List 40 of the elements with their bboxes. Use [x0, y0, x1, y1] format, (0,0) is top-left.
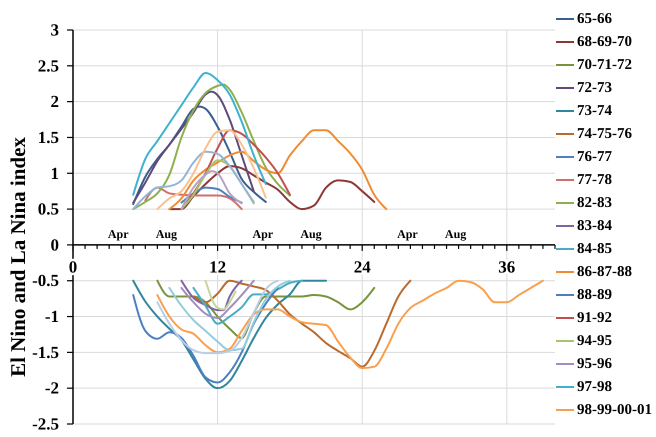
- legend-label: 98-99-00-01: [577, 402, 652, 418]
- y-tick-label: 2.5: [38, 56, 59, 76]
- legend-label: 86-87-88: [577, 264, 632, 280]
- annotation: Apr: [252, 226, 274, 241]
- annotation: Aug: [300, 226, 322, 241]
- legend-label: 82-83: [577, 195, 612, 211]
- x-tick-label: 36: [498, 257, 516, 276]
- y-tick-label: 3: [50, 20, 59, 40]
- y-tick-label: 0.5: [38, 200, 59, 219]
- annotation: Apr: [108, 226, 130, 241]
- y-tick-label: 1: [50, 164, 59, 183]
- y-tick-label: -0.5: [32, 271, 59, 290]
- legend-label: 70-71-72: [577, 57, 632, 73]
- y-tick-label: 2: [50, 92, 59, 112]
- y-tick-label: 1.5: [38, 128, 59, 147]
- y-tick-label: 0: [50, 235, 59, 254]
- annotation: Aug: [156, 226, 178, 241]
- legend-label: 72-73: [577, 80, 612, 96]
- legend-label: 95-96: [577, 356, 612, 372]
- legend-label: 94-95: [577, 333, 612, 349]
- legend-label: 74-75-76: [577, 126, 632, 142]
- legend-label: 65-66: [577, 11, 612, 27]
- y-tick-label: -1: [44, 307, 59, 326]
- legend-label: 73-74: [577, 103, 612, 119]
- legend-label: 68-69-70: [577, 34, 632, 50]
- annotation: Aug: [444, 226, 466, 241]
- legend-label: 91-92: [577, 310, 612, 326]
- y-tick-label: -1.5: [32, 342, 59, 362]
- legend-label: 77-78: [577, 172, 612, 188]
- annotation: Apr: [397, 226, 418, 241]
- y-tick-label: -2.5: [32, 414, 59, 434]
- legend-label: 88-89: [577, 287, 612, 303]
- x-tick-label: 12: [209, 257, 226, 276]
- legend-label: 83-84: [577, 218, 612, 234]
- legend-label: 97-98: [577, 379, 612, 395]
- x-tick-label: 24: [354, 257, 372, 276]
- legend-label: 84-85: [577, 241, 612, 257]
- legend-label: 76-77: [577, 149, 612, 165]
- y-axis-title: El Nino and La Nina index: [6, 136, 30, 377]
- y-tick-label: -2: [44, 378, 59, 398]
